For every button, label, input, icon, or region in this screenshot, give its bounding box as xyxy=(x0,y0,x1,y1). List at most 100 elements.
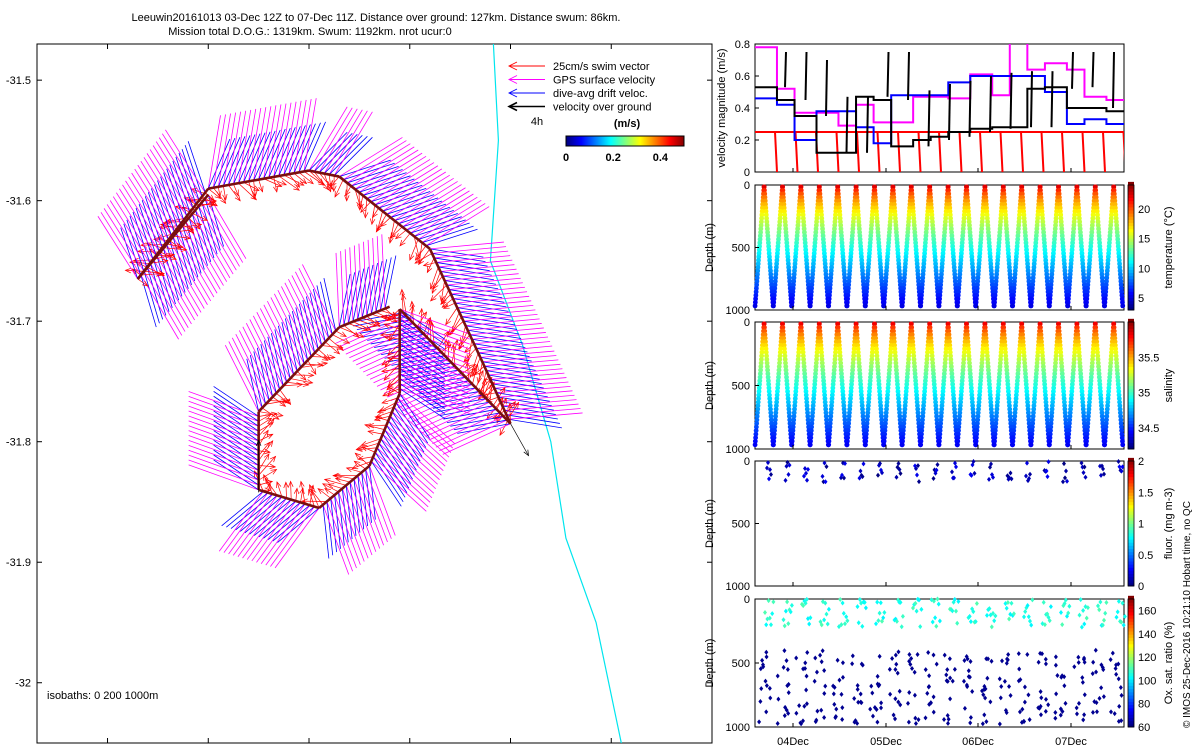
fluor-point xyxy=(953,460,957,466)
salinity-point xyxy=(756,389,762,394)
drift-vector xyxy=(187,141,206,193)
temperature-point xyxy=(1005,240,1010,246)
salinity-point xyxy=(1116,385,1121,391)
temperature-point xyxy=(1044,278,1050,284)
oxygen-point xyxy=(855,682,860,688)
swim-vector xyxy=(381,397,398,404)
temperature-point xyxy=(811,254,817,260)
salinity-point xyxy=(1072,346,1078,352)
oxygen-point xyxy=(1097,607,1102,613)
oxygen-point xyxy=(982,683,987,689)
oxygen-point xyxy=(837,624,841,630)
oxygen-point xyxy=(1121,622,1126,628)
salinity-point xyxy=(805,421,811,426)
temperature-point xyxy=(1045,282,1050,288)
salinity-point xyxy=(994,410,1000,416)
salinity-point xyxy=(933,399,938,405)
gps-vector xyxy=(277,289,312,357)
salinity-point xyxy=(1044,410,1050,416)
salinity-point xyxy=(912,364,917,369)
gps-vector xyxy=(288,278,323,346)
temperature-point xyxy=(891,191,896,197)
salinity-point xyxy=(1086,406,1092,412)
oxygen-point xyxy=(807,621,812,627)
salinity-point xyxy=(1017,346,1023,352)
salinity-point xyxy=(812,381,818,387)
temperature-point xyxy=(1005,247,1011,253)
temperature-point xyxy=(820,233,826,239)
salinity-point xyxy=(1109,349,1114,355)
temperature-point xyxy=(867,250,872,256)
temperature-point xyxy=(1114,229,1120,235)
temperature-point xyxy=(1022,219,1027,225)
salinity-point xyxy=(1108,360,1114,366)
colorbar-cell xyxy=(576,136,578,146)
temperature-point xyxy=(1053,212,1059,218)
salinity-point xyxy=(1037,321,1043,327)
salinity-point xyxy=(986,374,992,380)
colorbar-cell xyxy=(583,136,585,146)
temperature-point xyxy=(1025,268,1031,274)
swim-vector xyxy=(258,418,275,437)
velocity-series-black-spike xyxy=(825,59,828,117)
temperature-point xyxy=(845,292,851,298)
fluor-point xyxy=(785,459,790,465)
gps-vector xyxy=(358,243,363,318)
temperature-point xyxy=(885,250,891,256)
gps-vector xyxy=(238,109,252,184)
salinity-point xyxy=(993,413,999,419)
oxygen-colorbar-cell xyxy=(1128,650,1134,654)
temperature-point xyxy=(1031,264,1037,270)
salinity-point xyxy=(1108,353,1114,359)
swim-vector xyxy=(401,289,404,313)
oxygen-point xyxy=(942,652,947,658)
temperature-point xyxy=(1029,292,1035,298)
fluor-point xyxy=(1120,464,1125,470)
temperature-point xyxy=(773,268,779,274)
temperature-point xyxy=(776,236,781,242)
temperature-point xyxy=(1093,194,1099,200)
salinity-point xyxy=(828,413,834,419)
swim-vector-head xyxy=(266,480,274,486)
temperature-point xyxy=(784,236,789,242)
salinity-point xyxy=(962,346,967,352)
salinity-point xyxy=(791,413,797,419)
salinity-point xyxy=(978,367,984,373)
oxygen-colorbar-cell xyxy=(1128,666,1134,670)
salinity-point xyxy=(950,389,956,394)
temperature-point xyxy=(936,303,942,309)
temperature-point xyxy=(1031,268,1037,274)
temperature-point xyxy=(786,264,792,270)
temperature-colorbar-tick: 20 xyxy=(1138,204,1150,216)
temperature-point xyxy=(833,205,839,211)
salinity-point xyxy=(874,346,879,352)
temperature-point xyxy=(1080,264,1086,270)
temperature-point xyxy=(1010,299,1016,305)
temperature-colorbar-cell xyxy=(1128,222,1134,227)
drift-vector xyxy=(425,228,478,247)
gps-vector xyxy=(399,313,470,340)
temperature-point xyxy=(872,194,878,200)
salinity-point xyxy=(846,413,852,419)
oxygen-point xyxy=(786,690,791,696)
salinity-point xyxy=(955,431,961,437)
drift-vector xyxy=(213,439,259,471)
temperature-point xyxy=(756,247,762,253)
temperature-point xyxy=(1042,243,1048,249)
salinity-point xyxy=(791,421,796,426)
salinity-point xyxy=(976,399,982,405)
oxygen-point xyxy=(841,610,846,616)
salinity-point xyxy=(964,325,970,330)
salinity-point xyxy=(1060,381,1066,387)
salinity-point xyxy=(800,353,806,359)
colorbar-cell xyxy=(642,136,644,146)
drift-vector xyxy=(426,391,480,402)
gps-vector xyxy=(163,248,202,313)
gps-vector xyxy=(122,184,163,248)
drift-vector xyxy=(414,219,466,237)
temperature-point xyxy=(995,250,1001,256)
salinity-point xyxy=(960,374,965,380)
swim-vector-head xyxy=(195,222,203,228)
drift-vector xyxy=(151,188,169,240)
salinity-point xyxy=(931,378,937,384)
